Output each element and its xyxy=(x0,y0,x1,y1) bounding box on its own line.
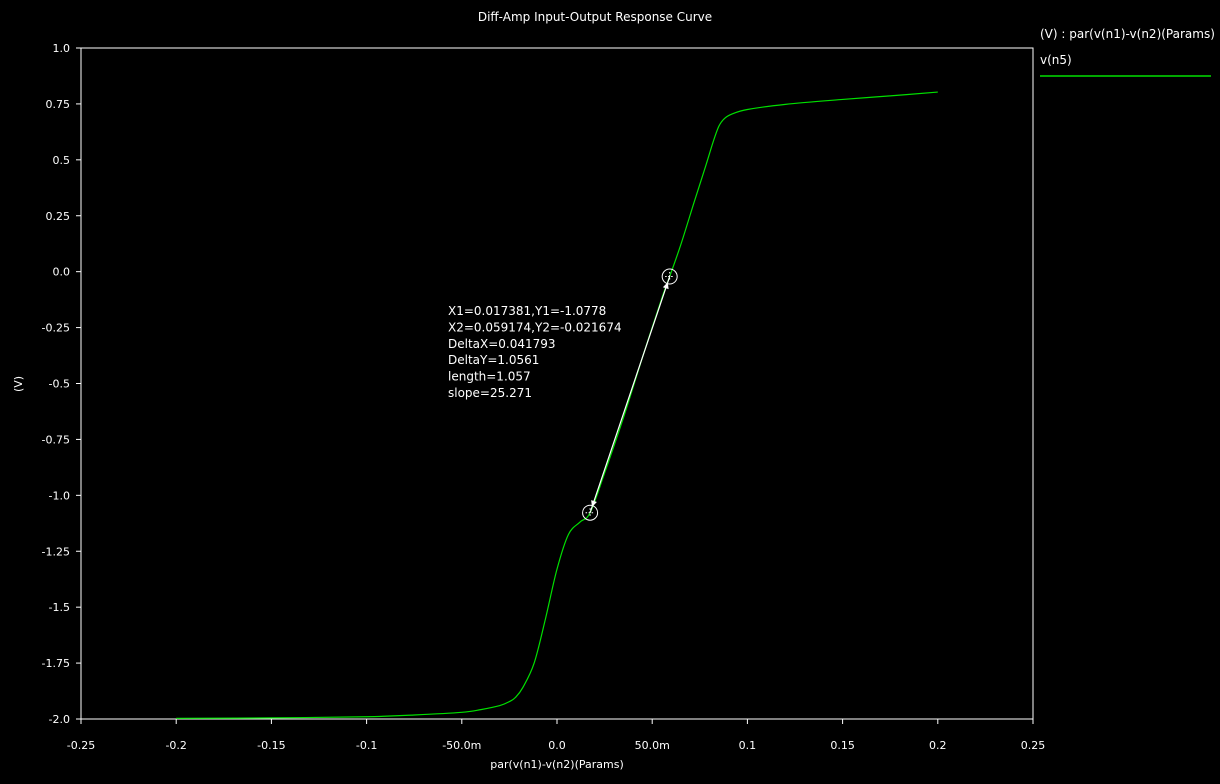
y-tick-label: -0.5 xyxy=(49,378,70,391)
plot-area-frame xyxy=(80,47,1034,720)
x-tick-label: 0.2 xyxy=(929,739,947,752)
x-tick-label: 0.0 xyxy=(548,739,566,752)
y-tick-label: 0.0 xyxy=(53,266,71,279)
cursor-readout-line: DeltaY=1.0561 xyxy=(448,353,539,367)
cursor-annotation-layer: X1=0.017381,Y1=-1.0778 X2=0.059174,Y2=-0.… xyxy=(448,268,678,521)
y-axis-ticks: 1.0 0.75 0.5 0.25 0.0 -0.25 -0.5 -0.75 -1.0 -1.25… xyxy=(42,42,81,726)
cursor-readout-line: DeltaX=0.041793 xyxy=(448,337,556,351)
y-tick-label: -1.0 xyxy=(49,489,70,502)
legend-series-name[interactable]: v(n5) xyxy=(1040,53,1072,67)
y-tick-label: -0.75 xyxy=(42,433,70,446)
x-tick-label: 0.15 xyxy=(830,739,855,752)
cursor-delta-line xyxy=(589,276,671,513)
y-tick-label: 1.0 xyxy=(53,42,71,55)
y-tick-label: -1.75 xyxy=(42,657,70,670)
series-layer xyxy=(176,91,938,719)
x-tick-label: -0.2 xyxy=(165,739,186,752)
cursor-readout-line: length=1.057 xyxy=(448,370,531,384)
x-tick-label: -0.15 xyxy=(257,739,285,752)
series-line-v(n5) xyxy=(176,91,938,719)
y-tick-label: -1.25 xyxy=(42,545,70,558)
x-tick-label: -0.1 xyxy=(356,739,377,752)
cursor-readout-line: slope=25.271 xyxy=(448,386,532,400)
x-axis-label: par(v(n1)-v(n2)(Params) xyxy=(490,758,624,771)
y-tick-label: -2.0 xyxy=(49,713,70,726)
x-tick-label: -0.25 xyxy=(67,739,95,752)
y-tick-label: 0.25 xyxy=(46,210,71,223)
x-axis-ticks: -0.25 -0.2 -0.15 -0.1 -50.0m 0.0 50.0m 0.1 0.15 0… xyxy=(67,719,1045,752)
cursor-readout-line: X2=0.059174,Y2=-0.021674 xyxy=(448,320,622,334)
x-tick-label: 0.25 xyxy=(1021,739,1046,752)
x-tick-label: 0.1 xyxy=(739,739,757,752)
y-tick-label: 0.5 xyxy=(53,154,71,167)
y-tick-label: 0.75 xyxy=(46,98,71,111)
y-tick-label: -1.5 xyxy=(49,601,70,614)
cursor-readout-line: X1=0.017381,Y1=-1.0778 xyxy=(448,304,606,318)
x-tick-label: 50.0m xyxy=(635,739,670,752)
cursor-marker-2 xyxy=(661,268,678,285)
x-tick-label: -50.0m xyxy=(442,739,481,752)
cursor-marker-1 xyxy=(582,504,599,521)
chart-title: Diff-Amp Input-Output Response Curve xyxy=(478,10,712,24)
y-tick-label: -0.25 xyxy=(42,322,70,335)
legend-header[interactable]: (V) : par(v(n1)-v(n2)(Params) xyxy=(1040,27,1215,41)
y-axis-label: (V) xyxy=(12,376,25,392)
